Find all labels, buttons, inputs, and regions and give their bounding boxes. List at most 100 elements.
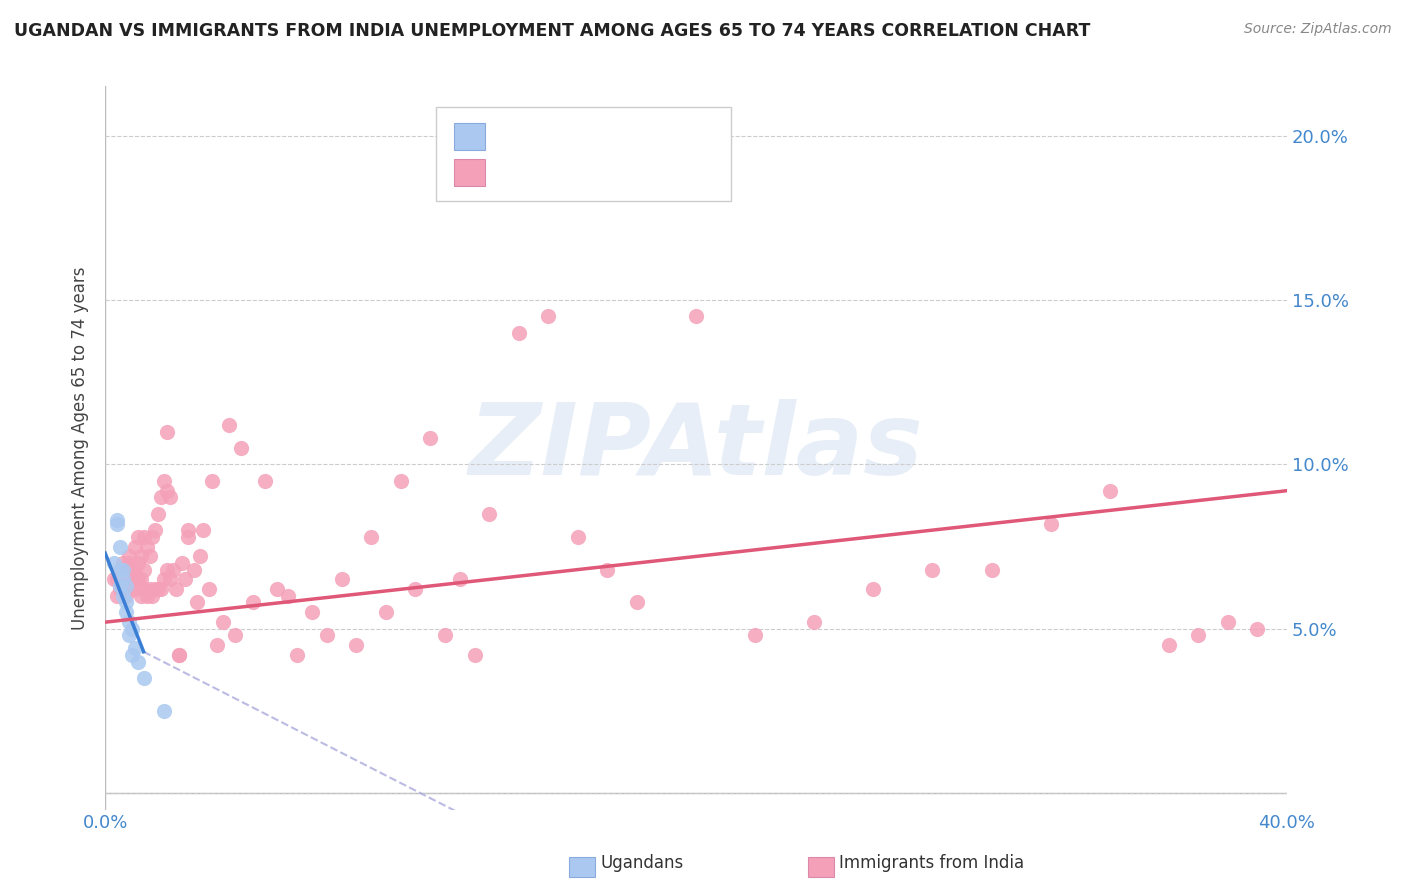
Point bbox=[103, 556, 125, 570]
Point bbox=[118, 582, 141, 597]
Point bbox=[105, 573, 128, 587]
Point bbox=[118, 615, 141, 629]
Point bbox=[103, 573, 125, 587]
Point bbox=[150, 490, 173, 504]
Text: 101: 101 bbox=[645, 163, 681, 181]
Point bbox=[127, 556, 149, 570]
Point bbox=[626, 595, 648, 609]
Point bbox=[360, 530, 382, 544]
Point bbox=[111, 573, 134, 587]
Text: ZIPAtlas: ZIPAtlas bbox=[468, 400, 924, 497]
Point bbox=[803, 615, 825, 629]
Point bbox=[183, 563, 205, 577]
Text: R =: R = bbox=[494, 128, 530, 145]
Point bbox=[537, 310, 560, 324]
Point bbox=[188, 549, 211, 564]
Point bbox=[1157, 638, 1180, 652]
Point bbox=[108, 540, 131, 554]
Point bbox=[145, 523, 167, 537]
Text: 20: 20 bbox=[645, 128, 668, 145]
Point bbox=[218, 417, 240, 432]
Point bbox=[132, 671, 155, 685]
Point bbox=[170, 556, 193, 570]
Point bbox=[862, 582, 884, 597]
Point bbox=[1246, 622, 1268, 636]
Point bbox=[229, 441, 252, 455]
Point bbox=[129, 573, 152, 587]
Point bbox=[315, 628, 337, 642]
Point bbox=[115, 579, 138, 593]
Point bbox=[156, 563, 179, 577]
Point bbox=[124, 582, 146, 597]
Point bbox=[124, 563, 146, 577]
Point bbox=[159, 490, 181, 504]
Point bbox=[115, 563, 138, 577]
Point bbox=[118, 628, 141, 642]
Point bbox=[277, 589, 299, 603]
Text: Immigrants from India: Immigrants from India bbox=[839, 854, 1025, 871]
Point bbox=[115, 573, 138, 587]
Point bbox=[156, 483, 179, 498]
Point bbox=[389, 474, 412, 488]
Text: Ugandans: Ugandans bbox=[600, 854, 683, 871]
Point bbox=[374, 605, 396, 619]
Point bbox=[1098, 483, 1121, 498]
Point bbox=[744, 628, 766, 642]
Point bbox=[141, 589, 163, 603]
Point bbox=[145, 582, 167, 597]
Point bbox=[105, 516, 128, 531]
Point bbox=[197, 582, 219, 597]
Point bbox=[127, 573, 149, 587]
Point bbox=[921, 563, 943, 577]
Point bbox=[207, 638, 229, 652]
Point bbox=[159, 573, 181, 587]
Point bbox=[150, 582, 173, 597]
Point bbox=[463, 648, 485, 662]
Point bbox=[167, 648, 190, 662]
Point bbox=[111, 563, 134, 577]
Point bbox=[138, 549, 160, 564]
Text: N =: N = bbox=[599, 128, 647, 145]
Point bbox=[108, 579, 131, 593]
Point bbox=[111, 589, 134, 603]
Point bbox=[596, 563, 619, 577]
Point bbox=[266, 582, 288, 597]
Point bbox=[200, 474, 222, 488]
Point bbox=[129, 589, 152, 603]
Point bbox=[212, 615, 235, 629]
Text: -0.299: -0.299 bbox=[536, 128, 595, 145]
Point bbox=[153, 573, 176, 587]
Point bbox=[177, 530, 200, 544]
Point bbox=[141, 530, 163, 544]
Point bbox=[186, 595, 208, 609]
Point bbox=[224, 628, 246, 642]
Point bbox=[156, 425, 179, 439]
Point bbox=[567, 530, 589, 544]
Text: 0.354: 0.354 bbox=[536, 163, 588, 181]
Point bbox=[105, 513, 128, 527]
Point bbox=[108, 563, 131, 577]
Point bbox=[478, 507, 501, 521]
Point bbox=[301, 605, 323, 619]
Point bbox=[167, 648, 190, 662]
Point bbox=[508, 326, 530, 340]
Text: Source: ZipAtlas.com: Source: ZipAtlas.com bbox=[1244, 22, 1392, 37]
Point bbox=[685, 310, 707, 324]
Point bbox=[105, 589, 128, 603]
Point bbox=[174, 573, 197, 587]
Point bbox=[111, 573, 134, 587]
Point bbox=[135, 589, 157, 603]
Point bbox=[115, 595, 138, 609]
Point bbox=[980, 563, 1002, 577]
Point bbox=[404, 582, 426, 597]
Point bbox=[148, 507, 170, 521]
Point bbox=[165, 582, 187, 597]
Text: R =: R = bbox=[494, 163, 534, 181]
Point bbox=[118, 549, 141, 564]
Point bbox=[132, 582, 155, 597]
Point bbox=[121, 573, 143, 587]
Point bbox=[433, 628, 456, 642]
Text: N =: N = bbox=[599, 163, 647, 181]
Point bbox=[129, 549, 152, 564]
Point bbox=[344, 638, 367, 652]
